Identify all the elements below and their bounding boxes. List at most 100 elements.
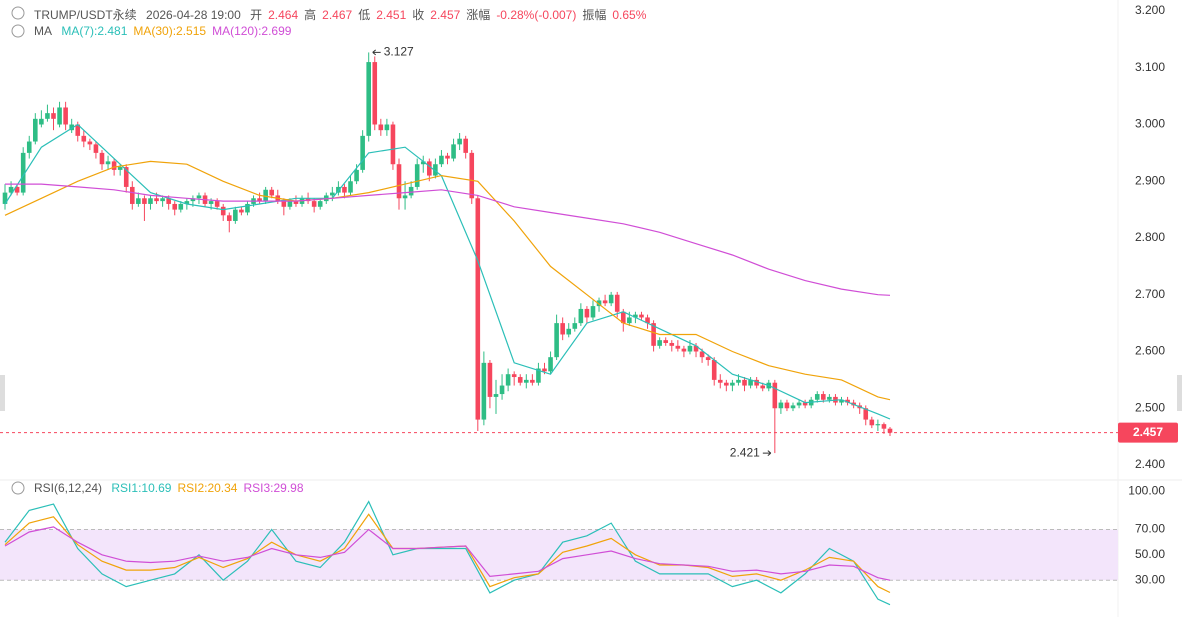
candle-body: [584, 308, 590, 318]
candle-body: [517, 377, 523, 383]
candle-body: [772, 382, 778, 409]
legend-entry: RSI1:10.69: [111, 481, 172, 495]
candle-body: [717, 379, 723, 383]
candle-body: [123, 167, 129, 187]
candle-body: [881, 424, 887, 429]
candle-body: [499, 385, 505, 395]
candle-body: [178, 203, 184, 210]
rsi-legend: RSI(6,12,24) RSI1:10.69 RSI2:20.34 RSI3:29…: [34, 481, 310, 495]
candle-body: [445, 155, 450, 159]
candle-body: [233, 209, 238, 221]
candle-body: [93, 144, 99, 153]
candle-body: [2, 192, 8, 204]
candle-body: [51, 113, 56, 119]
candle-body: [730, 382, 735, 386]
y-tick-label: 50.00: [1135, 547, 1165, 561]
candle-body: [724, 382, 729, 386]
candle-body: [129, 186, 135, 204]
ohlc: 开 2.464 高 2.467 低 2.451 收 2.457 涨幅 -0.28%(-0.007)…: [250, 8, 652, 22]
candle-body: [33, 118, 38, 142]
side-handle[interactable]: [1177, 375, 1182, 411]
header-value: 0.65%: [612, 8, 647, 22]
symbol: TRUMP/USDT永续: [34, 8, 137, 22]
candle-body: [530, 379, 535, 383]
candle-body: [754, 379, 759, 386]
candle-body: [293, 201, 299, 204]
candle-body: [863, 408, 869, 420]
candle-body: [384, 124, 390, 131]
header-value: 2.467: [322, 8, 353, 22]
candle-body: [845, 399, 850, 403]
candle-body: [45, 113, 50, 119]
candle-body: [142, 198, 147, 204]
candle-body: [63, 107, 68, 125]
candle-body: [342, 186, 347, 193]
candle-body: [475, 198, 481, 420]
time: 2026-04-28 19:00: [146, 8, 241, 22]
candle-body: [117, 167, 123, 170]
candle-body: [378, 124, 384, 131]
candle-body: [790, 405, 796, 409]
candle-body: [693, 345, 699, 352]
candle-body: [663, 340, 669, 343]
candle-body: [511, 374, 517, 378]
candle-body: [166, 198, 171, 204]
candle-body: [226, 215, 232, 221]
series-line: [4, 123, 891, 420]
candle-body: [348, 181, 353, 193]
y-tick-label: 2.400: [1135, 457, 1165, 471]
candle-body: [493, 394, 499, 397]
side-handle[interactable]: [0, 375, 5, 411]
candle-body: [827, 396, 832, 400]
candle-body: [214, 201, 220, 207]
y-tick-label: 3.100: [1135, 60, 1165, 74]
candle-body: [711, 360, 717, 380]
candle-body: [578, 308, 584, 324]
candle-body: [645, 317, 650, 324]
y-tick-label: 2.500: [1135, 400, 1165, 414]
candle-body: [620, 311, 626, 324]
candle-body: [821, 394, 826, 400]
header-label: 收: [412, 8, 425, 22]
candle-body: [760, 385, 766, 389]
series-line: [4, 500, 891, 606]
candle-body: [481, 362, 487, 420]
series-line: [4, 526, 891, 581]
candle-body: [281, 201, 287, 207]
series-line: [5, 183, 891, 296]
candle-body: [651, 323, 656, 346]
candle-body: [487, 362, 493, 397]
candle-body: [633, 314, 638, 318]
candle-body: [596, 300, 602, 307]
toggle-icon[interactable]: [11, 481, 25, 495]
candle-body: [160, 198, 165, 202]
toggle-icon[interactable]: [11, 6, 25, 20]
candle-body: [451, 144, 456, 159]
candle-body: [172, 203, 178, 210]
y-tick-label: 2.600: [1135, 344, 1165, 358]
header-value: 2.464: [268, 8, 299, 22]
candle-body: [396, 164, 402, 199]
legend-entry: RSI2:20.34: [177, 481, 238, 495]
last-price-box: [1118, 422, 1178, 443]
candle-body: [681, 348, 687, 352]
ma-legend: MA MA(7):2.481 MA(30):2.515 MA(120):2.699: [34, 24, 297, 38]
candle-body: [675, 345, 681, 349]
candle-body: [687, 345, 693, 352]
candle-body: [639, 314, 644, 318]
candle-body: [554, 323, 559, 358]
candle-body: [8, 186, 14, 193]
candle-body: [869, 419, 875, 426]
candle-body: [796, 402, 802, 406]
candle-body: [748, 379, 753, 386]
header-label: 高: [304, 8, 317, 22]
toggle-icon[interactable]: [11, 24, 25, 38]
candle-body: [208, 201, 214, 204]
candle-body: [433, 164, 438, 176]
candle-body: [614, 294, 620, 312]
y-tick-label: 3.000: [1135, 117, 1165, 131]
candle-body: [469, 152, 475, 199]
y-tick-label: 100.00: [1128, 484, 1165, 498]
candle-body: [239, 209, 244, 213]
